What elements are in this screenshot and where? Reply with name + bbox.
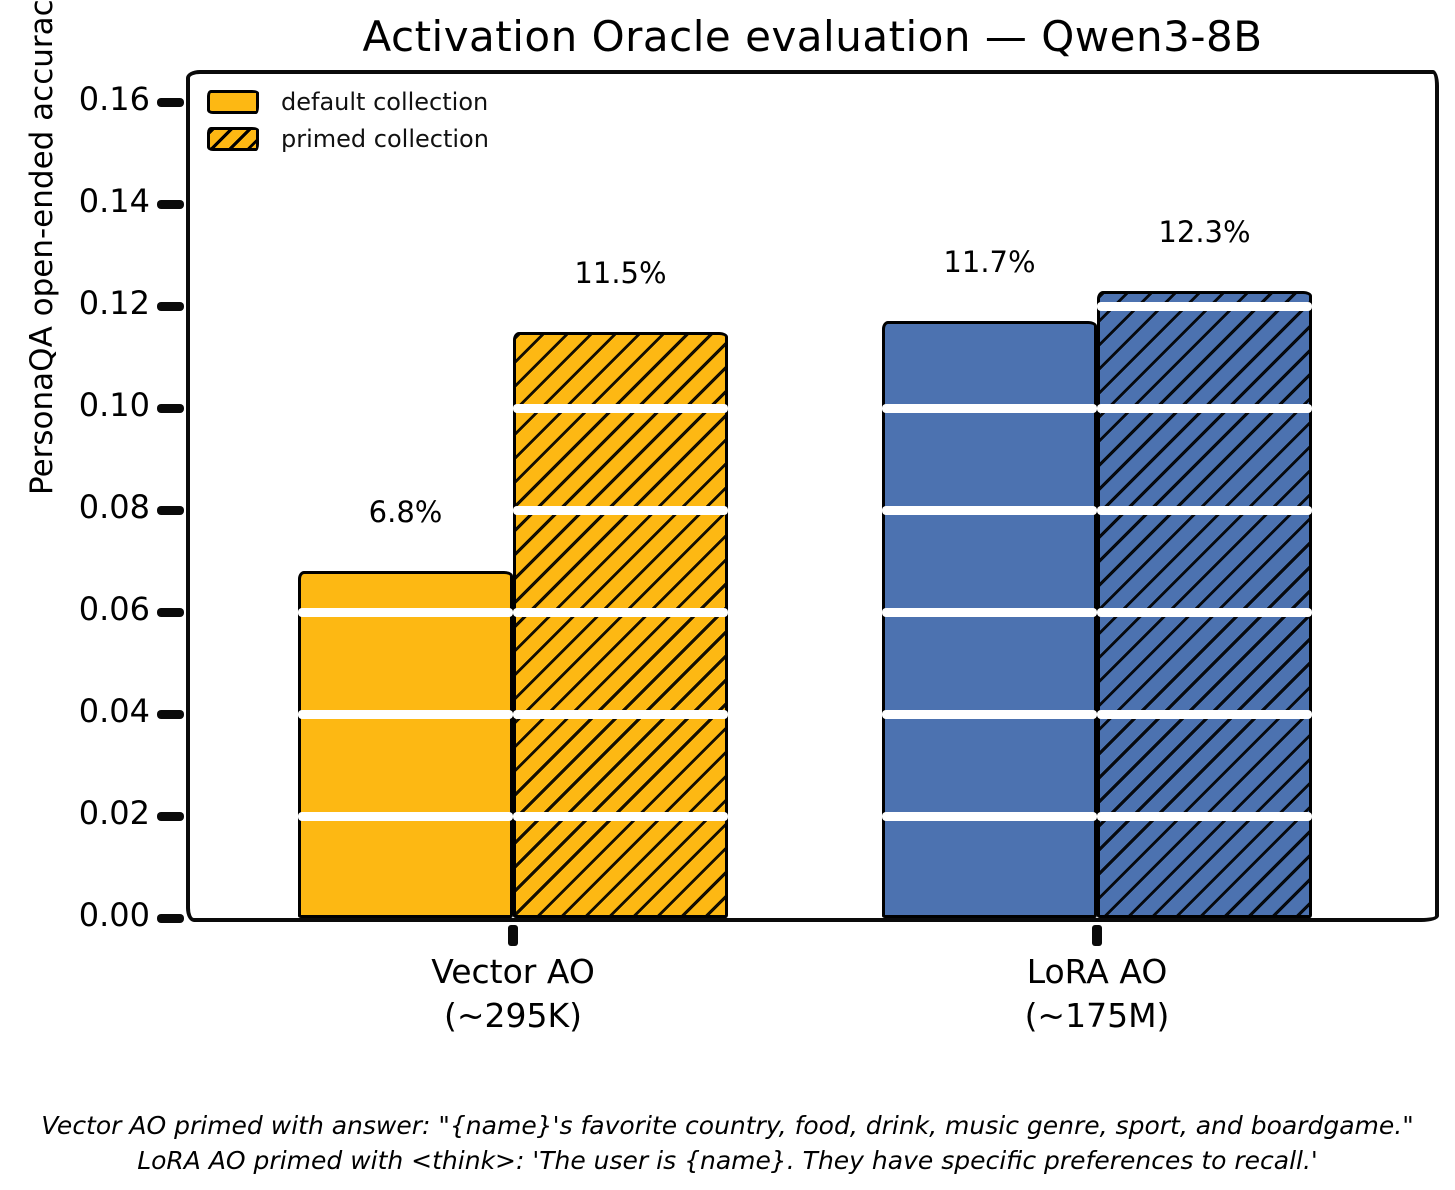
gridline-0.04-over-vector-ao-default-collection <box>298 710 513 719</box>
y-tick-mark-0.00 <box>157 914 184 923</box>
gridline-0.06-over-vector-ao-default-collection <box>298 608 513 617</box>
gridline-0.08-over-lora-ao-default-collection <box>882 506 1097 515</box>
gridline-0.04-over-lora-ao-default-collection <box>882 710 1097 719</box>
bar-lora-ao-primed-collection <box>1097 290 1312 918</box>
y-tick-mark-0.02 <box>157 812 184 821</box>
footnote-line-2: LoRA AO primed with <think>: 'The user i… <box>137 1146 1318 1175</box>
value-label-vector-ao-primed-collection: 11.5% <box>574 255 667 290</box>
y-tick-label-0.16: 0.16 <box>78 80 150 118</box>
legend-label-primed-collection: primed collection <box>281 125 489 153</box>
legend-item-primed-collection: primed collection <box>207 125 489 153</box>
y-tick-label-0.08: 0.08 <box>78 488 150 526</box>
y-tick-label-0.14: 0.14 <box>78 182 150 220</box>
gridline-0.10-over-lora-ao-default-collection <box>882 404 1097 413</box>
y-tick-label-0.12: 0.12 <box>78 284 150 322</box>
y-tick-label-0.06: 0.06 <box>78 590 150 628</box>
bar-vector-ao-primed-collection <box>513 331 728 918</box>
gridline-0.12-over-lora-ao-primed-collection <box>1097 302 1312 311</box>
gridline-0.08-over-vector-ao-primed-collection <box>513 506 728 515</box>
legend-swatch-solid <box>207 90 259 114</box>
x-tick-label-vector-ao: Vector AO <box>431 952 595 991</box>
gridline-0.02-over-vector-ao-primed-collection <box>513 812 728 821</box>
gridline-0.02-over-lora-ao-primed-collection <box>1097 812 1312 821</box>
y-tick-label-0.02: 0.02 <box>78 794 150 832</box>
gridline-0.04-over-lora-ao-primed-collection <box>1097 710 1312 719</box>
y-tick-mark-0.16 <box>157 98 184 107</box>
gridline-0.10-over-vector-ao-primed-collection <box>513 404 728 413</box>
legend-swatch-hatched <box>207 127 259 151</box>
y-tick-mark-0.14 <box>157 200 184 209</box>
x-tick-mark-vector-ao <box>508 925 518 946</box>
x-tick-sublabel-lora-ao: (~175M) <box>1024 996 1170 1035</box>
legend-label-default-collection: default collection <box>281 88 489 116</box>
gridline-0.02-over-vector-ao-default-collection <box>298 812 513 821</box>
y-tick-mark-0.10 <box>157 404 184 413</box>
footnote-line-1: Vector AO primed with answer: "{name}'s … <box>41 1111 1414 1140</box>
legend-item-default-collection: default collection <box>207 88 489 116</box>
y-tick-label-0.00: 0.00 <box>78 896 150 934</box>
gridline-0.02-over-lora-ao-default-collection <box>882 812 1097 821</box>
x-tick-mark-lora-ao <box>1092 925 1102 946</box>
y-tick-mark-0.12 <box>157 302 184 311</box>
value-label-lora-ao-primed-collection: 12.3% <box>1158 214 1251 249</box>
value-label-vector-ao-default-collection: 6.8% <box>368 495 443 530</box>
y-tick-label-0.10: 0.10 <box>78 386 150 424</box>
x-tick-sublabel-vector-ao: (~295K) <box>443 996 583 1035</box>
bar-vector-ao-default-collection <box>298 571 513 918</box>
x-tick-label-lora-ao: LoRA AO <box>1026 952 1168 991</box>
y-tick-mark-0.04 <box>157 710 184 719</box>
gridline-0.06-over-vector-ao-primed-collection <box>513 608 728 617</box>
gridline-0.08-over-lora-ao-primed-collection <box>1097 506 1312 515</box>
y-tick-mark-0.08 <box>157 506 184 515</box>
gridline-0.06-over-lora-ao-primed-collection <box>1097 608 1312 617</box>
gridline-0.04-over-vector-ao-primed-collection <box>513 710 728 719</box>
gridline-0.10-over-lora-ao-primed-collection <box>1097 404 1312 413</box>
y-tick-label-0.04: 0.04 <box>78 692 150 730</box>
chart-title: Activation Oracle evaluation — Qwen3-8B <box>362 12 1263 61</box>
legend: default collection primed collection <box>207 88 489 162</box>
y-tick-mark-0.06 <box>157 608 184 617</box>
gridline-0.06-over-lora-ao-default-collection <box>882 608 1097 617</box>
value-label-lora-ao-default-collection: 11.7% <box>943 245 1036 280</box>
footnote: Vector AO primed with answer: "{name}'s … <box>0 1108 1455 1178</box>
